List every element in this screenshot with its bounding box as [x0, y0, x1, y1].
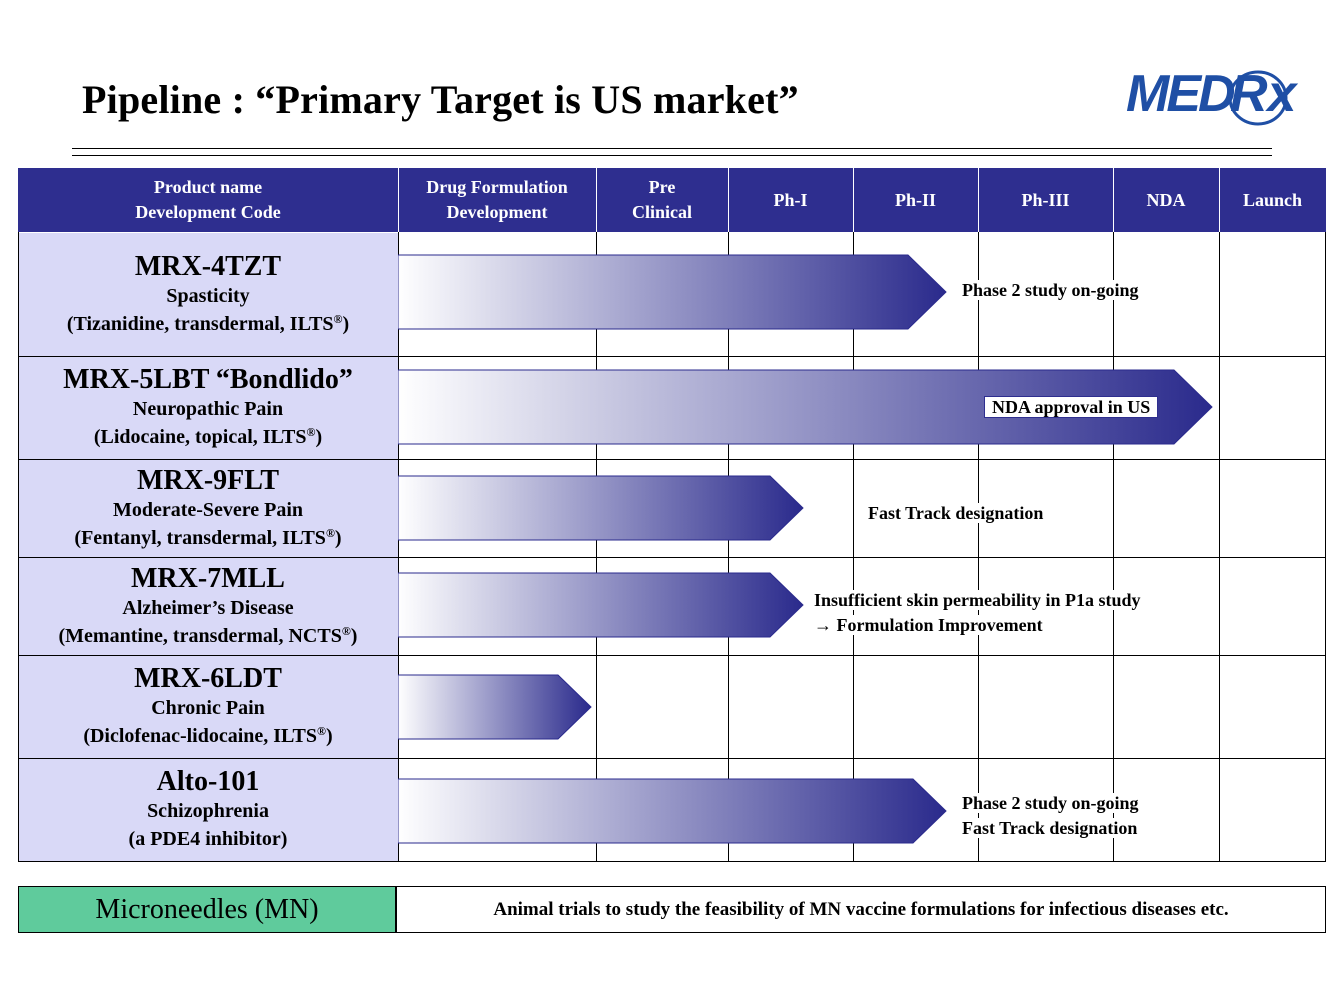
product-code: MRX-7MLL	[131, 562, 285, 594]
grid-line	[18, 861, 1326, 862]
logo-rx-ring	[1228, 70, 1288, 126]
grid-line	[853, 232, 854, 862]
header-ph1: Ph-I	[773, 189, 808, 210]
header-divider	[596, 168, 597, 232]
grid-line	[18, 655, 1326, 656]
header-nda: NDA	[1146, 189, 1186, 210]
header-divider	[1113, 168, 1114, 232]
product-indication: Spasticity	[166, 284, 250, 307]
grid-line	[1113, 232, 1114, 862]
product-code: Alto-101	[156, 766, 260, 797]
logo-text: MED	[1126, 65, 1236, 123]
grid-line	[978, 232, 979, 862]
progress-arrow	[398, 475, 804, 541]
product-indication: Schizophrenia	[147, 800, 269, 822]
product-cell: MRX-4TZT Spasticity (Tizanidine, transde…	[18, 233, 398, 356]
grid-line	[728, 232, 729, 862]
grid-line	[1219, 232, 1220, 862]
product-detail: (Tizanidine, transdermal, ILTS®)	[66, 311, 350, 335]
product-detail: (Fentanyl, transdermal, ILTS®)	[74, 525, 342, 549]
product-cell: MRX-5LBT “Bondlido” Neuropathic Pain (Li…	[18, 357, 398, 459]
status-note: NDA approval in US	[984, 395, 1159, 420]
title-rule-top	[72, 148, 1272, 149]
header-divider	[1219, 168, 1220, 232]
header-product: Product name Development Code	[135, 177, 281, 222]
progress-arrow	[398, 254, 947, 330]
product-detail: (Lidocaine, topical, ILTS®)	[93, 425, 323, 448]
product-cell: MRX-6LDT Chronic Pain (Diclofenac-lidoca…	[18, 656, 398, 758]
grid-line	[1325, 232, 1326, 862]
grid-line	[398, 232, 399, 862]
product-indication: Chronic Pain	[151, 697, 265, 719]
grid-line	[18, 459, 1326, 460]
logo-rx-mark: Rx	[1222, 60, 1296, 130]
header-ph3: Ph-III	[1021, 189, 1070, 210]
title-rule-bottom	[72, 155, 1272, 156]
product-indication: Moderate-Severe Pain	[112, 498, 304, 521]
product-indication: Neuropathic Pain	[132, 398, 284, 420]
grid-line	[18, 557, 1326, 558]
product-cell: Alto-101 Schizophrenia (a PDE4 inhibitor…	[18, 759, 398, 861]
header-drug-formulation: Drug Formulation Development	[426, 177, 568, 222]
grid-line	[18, 232, 19, 862]
product-code: MRX-6LDT	[134, 663, 282, 694]
header-pre-clinical: Pre Clinical	[631, 177, 692, 222]
header-ph2: Ph-II	[894, 189, 936, 210]
medrx-logo: MED Rx	[1122, 58, 1296, 134]
product-detail: (a PDE4 inhibitor)	[128, 828, 288, 850]
header-divider	[978, 168, 979, 232]
header-divider	[398, 168, 399, 232]
product-indication: Alzheimer’s Disease	[122, 596, 294, 619]
microneedles-label: Microneedles (MN)	[18, 886, 396, 933]
table-header	[18, 168, 1326, 232]
product-code: MRX-9FLT	[136, 464, 280, 496]
logo-rx-text: Rx	[1230, 65, 1297, 123]
header-divider	[728, 168, 729, 232]
product-detail: (Diclofenac-lidocaine, ILTS®)	[83, 724, 333, 747]
grid-line	[18, 758, 1326, 759]
progress-arrow	[398, 572, 804, 638]
header-launch: Launch	[1242, 189, 1303, 210]
progress-arrow	[398, 674, 592, 740]
product-cell: MRX-7MLL Alzheimer’s Disease (Memantine,…	[18, 558, 398, 655]
product-detail: (Memantine, transdermal, NCTS®)	[58, 623, 358, 647]
product-code: MRX-5LBT “Bondlido”	[63, 364, 353, 395]
progress-arrow	[398, 369, 1213, 445]
status-note: Insufficient skin permeability in P1a st…	[810, 588, 1145, 638]
progress-arrow	[398, 778, 947, 844]
page-title: Pipeline : “Primary Target is US market”	[82, 77, 799, 122]
status-note: Phase 2 study on-going	[958, 278, 1143, 303]
product-cell: MRX-9FLT Moderate-Severe Pain (Fentanyl,…	[18, 460, 398, 557]
microneedles-description: Animal trials to study the feasibility o…	[396, 886, 1326, 933]
header-divider	[853, 168, 854, 232]
product-code: MRX-4TZT	[134, 250, 282, 282]
grid-line	[18, 356, 1326, 357]
grid-line	[596, 232, 597, 862]
status-note: Phase 2 study on-going Fast Track design…	[958, 791, 1143, 841]
status-note: Fast Track designation	[864, 501, 1048, 526]
